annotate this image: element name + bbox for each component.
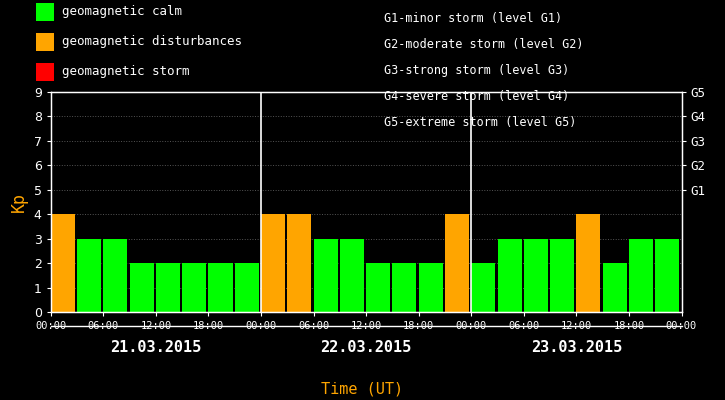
Text: 21.03.2015: 21.03.2015 [110, 340, 202, 356]
Bar [182, 263, 206, 312]
Bar [313, 239, 338, 312]
Bar [209, 263, 233, 312]
Text: geomagnetic calm: geomagnetic calm [62, 6, 182, 18]
Bar [471, 263, 495, 312]
Bar [156, 263, 180, 312]
Text: G5-extreme storm (level G5): G5-extreme storm (level G5) [384, 116, 576, 129]
Bar [550, 239, 574, 312]
Text: 22.03.2015: 22.03.2015 [320, 340, 412, 356]
Bar [287, 214, 311, 312]
Bar [235, 263, 259, 312]
Bar [103, 239, 128, 312]
Bar [655, 239, 679, 312]
Bar [602, 263, 626, 312]
Bar [445, 214, 469, 312]
Bar [366, 263, 390, 312]
Bar [340, 239, 364, 312]
Bar [497, 239, 521, 312]
Text: geomagnetic disturbances: geomagnetic disturbances [62, 36, 241, 48]
Bar [523, 239, 548, 312]
Bar [130, 263, 154, 312]
Bar [77, 239, 101, 312]
Text: G1-minor storm (level G1): G1-minor storm (level G1) [384, 12, 563, 25]
Text: G3-strong storm (level G3): G3-strong storm (level G3) [384, 64, 570, 77]
Text: G2-moderate storm (level G2): G2-moderate storm (level G2) [384, 38, 584, 51]
Bar [51, 214, 75, 312]
Bar [418, 263, 443, 312]
Text: 23.03.2015: 23.03.2015 [531, 340, 622, 356]
Text: G4-severe storm (level G4): G4-severe storm (level G4) [384, 90, 570, 103]
Bar [576, 214, 600, 312]
Text: geomagnetic storm: geomagnetic storm [62, 66, 189, 78]
Y-axis label: Kp: Kp [10, 192, 28, 212]
Bar [392, 263, 416, 312]
Text: Time (UT): Time (UT) [321, 381, 404, 396]
Bar [261, 214, 285, 312]
Bar [629, 239, 653, 312]
